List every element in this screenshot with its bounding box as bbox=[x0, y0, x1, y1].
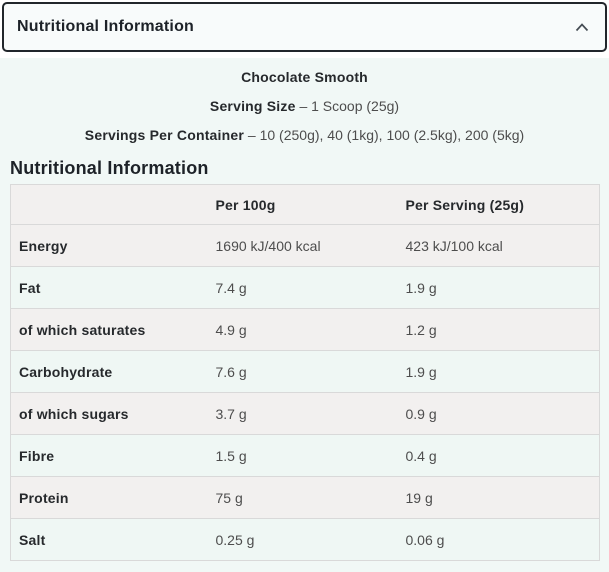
nutritional-information-accordion-header[interactable]: Nutritional Information bbox=[2, 2, 607, 52]
per-100g-value: 1690 kJ/400 kcal bbox=[215, 237, 321, 254]
chevron-up-icon bbox=[575, 22, 589, 32]
table-row: Protein 75 g 19 g bbox=[10, 476, 600, 519]
table-row: Energy 1690 kJ/400 kcal 423 kJ/100 kcal bbox=[10, 224, 600, 267]
nutritional-information-panel: Chocolate Smooth Serving Size – 1 Scoop … bbox=[0, 58, 609, 572]
nutrition-table: Per 100g Per Serving (25g) Energy 1690 k… bbox=[10, 184, 600, 561]
per-100g-value: 7.6 g bbox=[215, 363, 247, 380]
nutrient-label: Energy bbox=[19, 237, 68, 254]
per-100g-value: 3.7 g bbox=[215, 405, 247, 422]
per-serving-value: 0.4 g bbox=[405, 447, 437, 464]
accordion-title: Nutritional Information bbox=[17, 18, 195, 35]
serving-size-value: – 1 Scoop (25g) bbox=[299, 98, 400, 114]
per-serving-value: 19 g bbox=[405, 489, 433, 506]
flavour-name: Chocolate Smooth bbox=[241, 69, 368, 85]
per-100g-value: 0.25 g bbox=[215, 531, 255, 548]
nutrient-label: Carbohydrate bbox=[19, 363, 113, 380]
table-row: of which sugars 3.7 g 0.9 g bbox=[10, 392, 600, 435]
per-serving-column-header: Per Serving (25g) bbox=[405, 196, 525, 213]
nutrient-column-header bbox=[11, 185, 208, 225]
serving-size-line: Serving Size – 1 Scoop (25g) bbox=[0, 96, 609, 116]
servings-per-container-label: Servings Per Container bbox=[84, 127, 245, 143]
nutrient-label: Protein bbox=[19, 489, 69, 506]
nutrient-label: Fibre bbox=[19, 447, 55, 464]
table-row: Salt 0.25 g 0.06 g bbox=[10, 518, 600, 561]
per-serving-value: 1.2 g bbox=[405, 321, 437, 338]
nutrient-label: Salt bbox=[19, 531, 46, 548]
nutrient-label: of which sugars bbox=[19, 405, 129, 422]
servings-per-container-line: Servings Per Container – 10 (250g), 40 (… bbox=[0, 125, 609, 145]
per-serving-value: 0.9 g bbox=[405, 405, 437, 422]
per-100g-value: 75 g bbox=[215, 489, 243, 506]
per-100g-value: 7.4 g bbox=[215, 279, 247, 296]
nutrition-table-header-row: Per 100g Per Serving (25g) bbox=[10, 184, 600, 225]
table-row: Fat 7.4 g 1.9 g bbox=[10, 266, 600, 309]
nutrition-table-heading: Nutritional Information bbox=[10, 158, 209, 178]
per-serving-value: 1.9 g bbox=[405, 279, 437, 296]
per-100g-value: 1.5 g bbox=[215, 447, 247, 464]
serving-size-label: Serving Size bbox=[209, 98, 296, 114]
table-row: of which saturates 4.9 g 1.2 g bbox=[10, 308, 600, 351]
table-row: Carbohydrate 7.6 g 1.9 g bbox=[10, 350, 600, 393]
nutrient-label: of which saturates bbox=[19, 321, 146, 338]
per-serving-value: 1.9 g bbox=[405, 363, 437, 380]
nutrient-label: Fat bbox=[19, 279, 41, 296]
servings-per-container-value: – 10 (250g), 40 (1kg), 100 (2.5kg), 200 … bbox=[247, 127, 525, 143]
per-serving-value: 0.06 g bbox=[405, 531, 445, 548]
table-row: Fibre 1.5 g 0.4 g bbox=[10, 434, 600, 477]
per-100g-value: 4.9 g bbox=[215, 321, 247, 338]
per-100g-column-header: Per 100g bbox=[215, 196, 276, 213]
per-serving-value: 423 kJ/100 kcal bbox=[405, 237, 503, 254]
